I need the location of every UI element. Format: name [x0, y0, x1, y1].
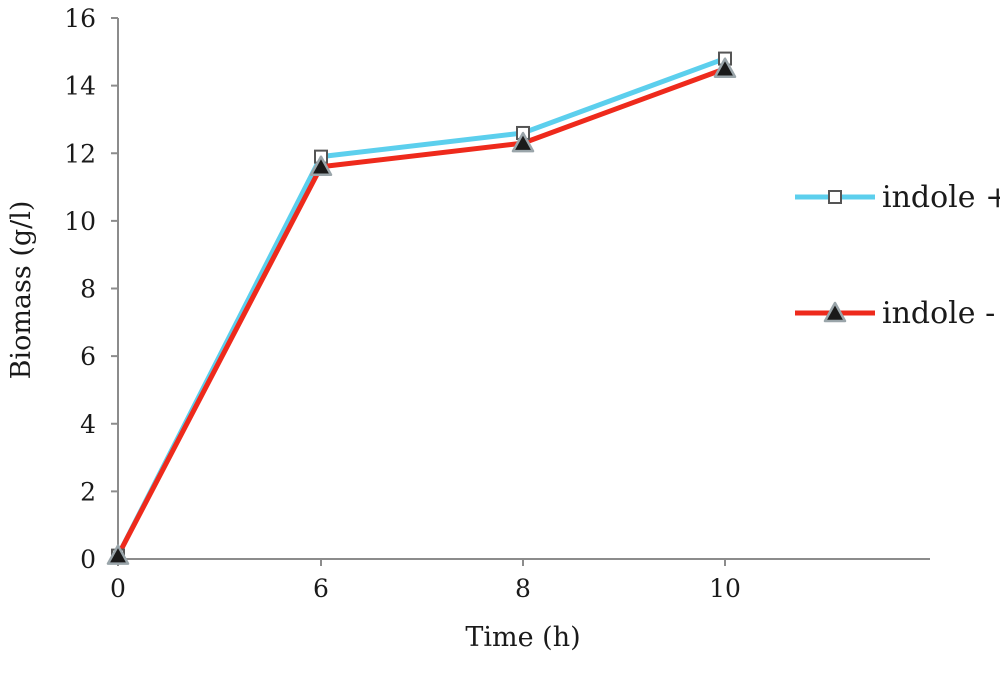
legend-item-indole-plus: indole +	[795, 180, 1000, 215]
legend-marker	[828, 190, 842, 204]
y-tick-label: 0	[80, 545, 96, 574]
series-line-indole-minus	[115, 66, 726, 557]
x-axis-title: Time (h)	[465, 622, 580, 653]
x-tick-label: 10	[709, 574, 741, 603]
y-tick-label: 2	[80, 477, 96, 506]
x-tick-label: 0	[110, 574, 126, 603]
y-tick-label: 8	[80, 275, 96, 304]
x-tick-label: 6	[313, 574, 329, 603]
y-tick-label: 4	[80, 410, 96, 439]
tick-labels: 0 2 4 6 8 10 12 14 16 0 6 8 10	[64, 4, 741, 603]
y-tick-label: 10	[64, 207, 96, 236]
legend-label: indole +	[882, 180, 1000, 215]
y-tick-label: 12	[64, 139, 96, 168]
data-point-indole-minus	[511, 131, 535, 153]
series-line-indole-plus	[115, 56, 726, 557]
legend: indole + indole -	[795, 180, 1000, 331]
legend-label: indole -	[882, 296, 995, 331]
data-point-indole-minus	[106, 544, 130, 565]
y-tick-label: 6	[80, 342, 96, 371]
x-tick-label: 8	[515, 574, 531, 603]
data-point-indole-minus	[713, 57, 737, 78]
data-point-indole-minus	[309, 155, 333, 177]
y-tick-label: 16	[64, 4, 96, 33]
y-axis-title: Biomass (g/l)	[6, 201, 37, 380]
y-tick-label: 14	[64, 72, 96, 101]
legend-marker	[823, 301, 847, 323]
series-layer	[106, 51, 737, 565]
axes	[111, 17, 930, 566]
legend-item-indole-minus: indole -	[795, 296, 995, 331]
